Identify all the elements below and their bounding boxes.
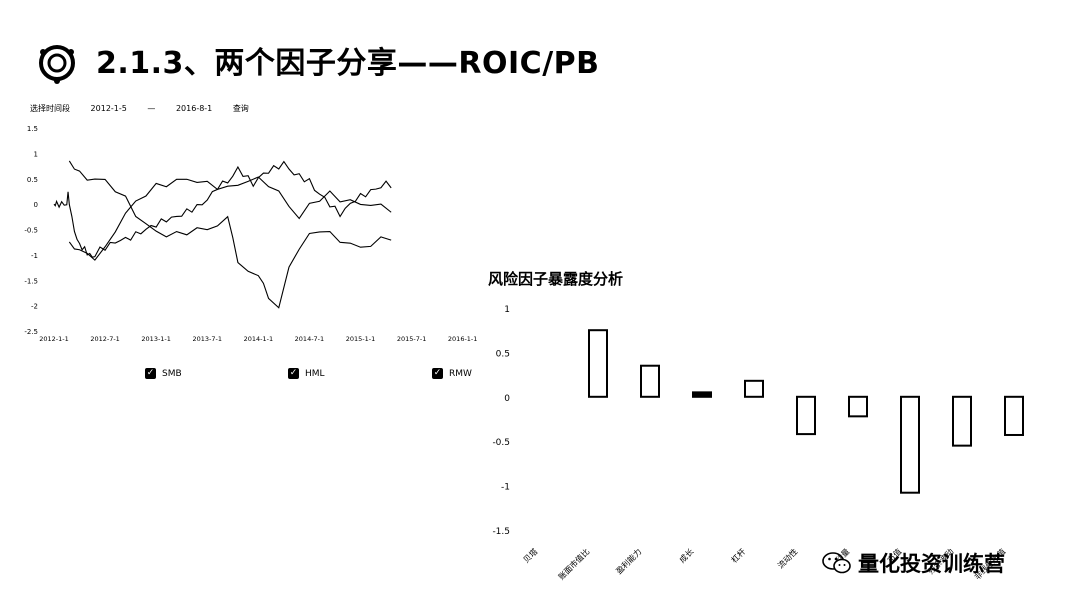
- x-tick-label: 2015-7-1: [397, 335, 427, 343]
- watermark-text: 量化投资训练营: [858, 552, 1005, 576]
- x-tick-label: 贝塔: [521, 546, 539, 564]
- x-tick-label: 2012-7-1: [90, 335, 120, 343]
- y-tick-label: 1.5: [27, 125, 38, 133]
- x-tick-label: 2013-1-1: [141, 335, 171, 343]
- brand-logo-icon: [34, 40, 80, 90]
- date-separator: —: [147, 104, 156, 113]
- y-tick-label: 1: [34, 150, 38, 158]
- series-line-rmw: [68, 176, 392, 261]
- y-tick-label: -0.5: [492, 438, 510, 448]
- bar: [848, 395, 868, 418]
- bar: [900, 395, 920, 494]
- legend-label: HML: [305, 368, 325, 379]
- legend-label: SMB: [162, 368, 182, 379]
- legend-item-rmw[interactable]: ✓ RMW: [432, 368, 472, 379]
- y-tick-label: -1: [501, 483, 510, 493]
- x-tick-label: 成长: [677, 546, 695, 564]
- bar-chart-title: 风险因子暴露度分析: [488, 270, 624, 288]
- x-tick-label: 2012-1-1: [39, 335, 69, 343]
- x-tick-label: 流动性: [775, 546, 799, 570]
- y-tick-label: -2.5: [24, 328, 38, 336]
- slide-title: 2.1.3、两个因子分享——ROIC/PB: [96, 46, 600, 81]
- y-tick-label: -1: [31, 252, 38, 260]
- x-tick-label: 2013-7-1: [192, 335, 222, 343]
- bar: [796, 395, 816, 436]
- date-range-row: 选择时间段 2012-1-5 — 2016-8-1 查询: [30, 103, 267, 114]
- legend-label: RMW: [449, 368, 472, 379]
- x-tick-label: 2016-1-1: [448, 335, 478, 343]
- x-tick-label: 2014-1-1: [244, 335, 274, 343]
- date-range-label: 选择时间段: [30, 104, 70, 113]
- risk-exposure-bar-chart: 10.50-0.5-1-1.5贝塔 账面市值比 盈利能力 成长 杠杆 流动性 动量 市值 残余波…: [492, 305, 1024, 582]
- query-button[interactable]: 查询: [232, 104, 249, 113]
- wechat-icon: [822, 552, 851, 574]
- checkbox-icon[interactable]: ✓: [432, 368, 443, 379]
- series-line-hml: [68, 160, 392, 309]
- bar: [640, 364, 660, 398]
- y-tick-label: 0: [34, 201, 38, 209]
- y-tick-label: 0: [504, 394, 510, 404]
- legend-item-hml[interactable]: ✓ HML: [288, 368, 325, 379]
- x-tick-label: 杠杆: [729, 546, 747, 564]
- legend-item-smb[interactable]: ✓ SMB: [145, 368, 182, 379]
- x-tick-label: 2015-1-1: [346, 335, 376, 343]
- bar: [692, 391, 712, 398]
- y-tick-label: -2: [31, 303, 38, 311]
- y-tick-label: 1: [504, 305, 510, 315]
- bar-chart-background: [478, 262, 1038, 588]
- y-tick-label: -1.5: [492, 527, 510, 537]
- y-tick-label: 0.5: [496, 349, 510, 359]
- y-tick-label: 0.5: [27, 176, 38, 184]
- x-tick-label: 2014-7-1: [295, 335, 325, 343]
- checkbox-icon[interactable]: ✓: [145, 368, 156, 379]
- x-tick-label: 账面市值比: [556, 546, 591, 581]
- series-line-smb: [53, 160, 392, 258]
- bar: [588, 329, 608, 398]
- y-tick-label: -1.5: [24, 277, 38, 285]
- bar: [1004, 395, 1024, 436]
- x-tick-label: 盈利能力: [614, 546, 644, 576]
- checkbox-icon[interactable]: ✓: [288, 368, 299, 379]
- watermark: 量化投资训练营: [822, 548, 1005, 578]
- start-date-input[interactable]: 2012-1-5: [90, 104, 127, 113]
- y-tick-label: -0.5: [24, 227, 38, 235]
- bar: [952, 395, 972, 447]
- end-date-input[interactable]: 2016-8-1: [175, 104, 213, 113]
- bar: [744, 379, 764, 398]
